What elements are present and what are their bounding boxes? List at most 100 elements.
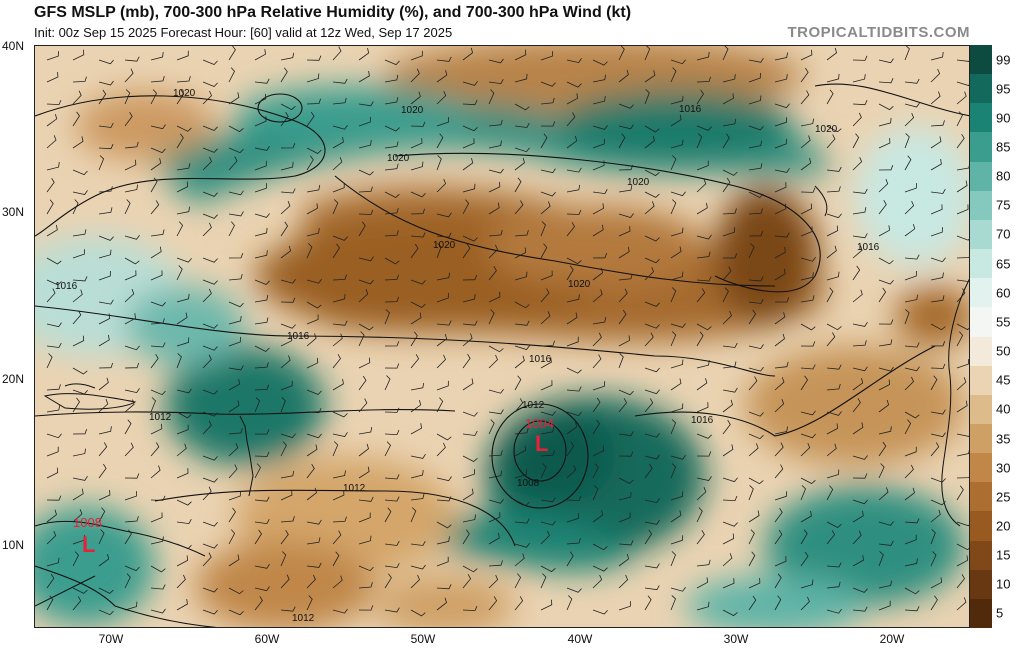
wind-barb (124, 399, 135, 413)
wind-barb (566, 294, 580, 303)
wind-barb (878, 426, 892, 435)
wind-barb (150, 442, 160, 457)
wind-barb (228, 464, 238, 479)
wind-barb (488, 58, 504, 64)
wind-barb (436, 476, 452, 482)
wind-barb (696, 89, 704, 105)
wind-barb (306, 278, 322, 284)
wind-barb (670, 359, 684, 369)
wind-barb (254, 451, 270, 457)
wind-barb (124, 235, 140, 240)
wind-barb (358, 565, 374, 572)
wind-barb (72, 310, 82, 325)
wind-barb (488, 202, 500, 215)
wind-barb (202, 191, 218, 197)
wind-barb (696, 202, 708, 215)
lon-label: 60W (254, 632, 280, 646)
wind-barb (878, 600, 891, 611)
colorbar-tick-label: 25 (996, 489, 1011, 505)
wind-barb (670, 551, 676, 567)
wind-barb (670, 491, 684, 501)
wind-barb (670, 246, 682, 259)
wind-barb (306, 537, 321, 545)
wind-barb (540, 288, 550, 303)
wind-barb (436, 56, 452, 62)
wind-barb (488, 181, 501, 193)
wind-barb (592, 445, 605, 457)
wind-barb (852, 188, 868, 194)
wind-barb (722, 118, 737, 127)
wind-barb (800, 272, 814, 281)
wind-barb (228, 46, 236, 61)
isobar-label: 1020 (627, 177, 650, 188)
wind-barb (618, 69, 629, 83)
colorbar-segment (970, 511, 992, 542)
wind-barb (280, 103, 296, 111)
wind-barb (878, 178, 889, 193)
wind-barb (722, 208, 737, 215)
wind-barb (800, 596, 810, 611)
wind-barb (280, 490, 293, 501)
wind-barb (826, 47, 838, 61)
wind-barb (436, 521, 452, 529)
wind-barb (228, 125, 244, 133)
wind-barb (878, 137, 891, 149)
wind-barb (228, 554, 240, 567)
wind-barb (358, 331, 365, 347)
wind-barb (150, 124, 166, 130)
wind-barb (98, 587, 114, 594)
wind-barb (826, 134, 836, 149)
wind-barb (410, 423, 422, 435)
wind-barb (904, 411, 920, 419)
wind-barb (254, 384, 269, 391)
wind-barb (462, 320, 478, 326)
wind-barb (98, 399, 109, 413)
wind-barb (566, 464, 577, 479)
wind-barb (956, 256, 969, 259)
wind-barb (410, 138, 423, 149)
wind-barb (358, 357, 371, 369)
wind-barb (696, 378, 708, 391)
wind-barb (826, 73, 840, 83)
wind-barb (436, 433, 452, 441)
wind-barb (800, 477, 816, 484)
wind-barb (410, 331, 418, 347)
isobar-label: 1020 (433, 240, 456, 251)
wind-barb (332, 157, 343, 171)
wind-barb (384, 125, 400, 132)
wind-barb (592, 609, 608, 615)
wind-barb (696, 577, 709, 589)
colorbar-tick-label: 90 (996, 110, 1011, 126)
wind-barb (592, 332, 602, 347)
wind-barb (228, 529, 236, 545)
wind-barb (748, 366, 764, 372)
wind-barb (904, 112, 915, 127)
wind-barb (566, 209, 582, 215)
colorbar-tick-label: 5 (996, 605, 1004, 621)
wind-barb (696, 451, 712, 457)
wind-barb (852, 555, 864, 567)
wind-barb (644, 89, 650, 105)
wind-barb (254, 463, 261, 479)
wind-barb (644, 585, 660, 591)
wind-barb (878, 580, 892, 589)
wind-barb (774, 117, 788, 127)
wind-barb (722, 227, 736, 237)
wind-barb (878, 225, 890, 237)
wind-barb (644, 135, 655, 149)
wind-barb (124, 345, 140, 351)
isobar-label: 1012 (522, 400, 545, 411)
wind-barb (332, 333, 343, 347)
wind-barb (566, 336, 579, 347)
wind-barb (254, 279, 270, 285)
wind-barb (514, 345, 530, 350)
wind-barb (46, 177, 55, 193)
wind-barb (150, 270, 163, 281)
wind-barb (332, 530, 342, 545)
wind-barb (670, 227, 684, 237)
wind-barb (436, 292, 449, 303)
wind-barb (514, 445, 527, 457)
wind-barb (852, 321, 868, 327)
wind-barb (540, 191, 556, 197)
wind-barb (774, 529, 783, 545)
